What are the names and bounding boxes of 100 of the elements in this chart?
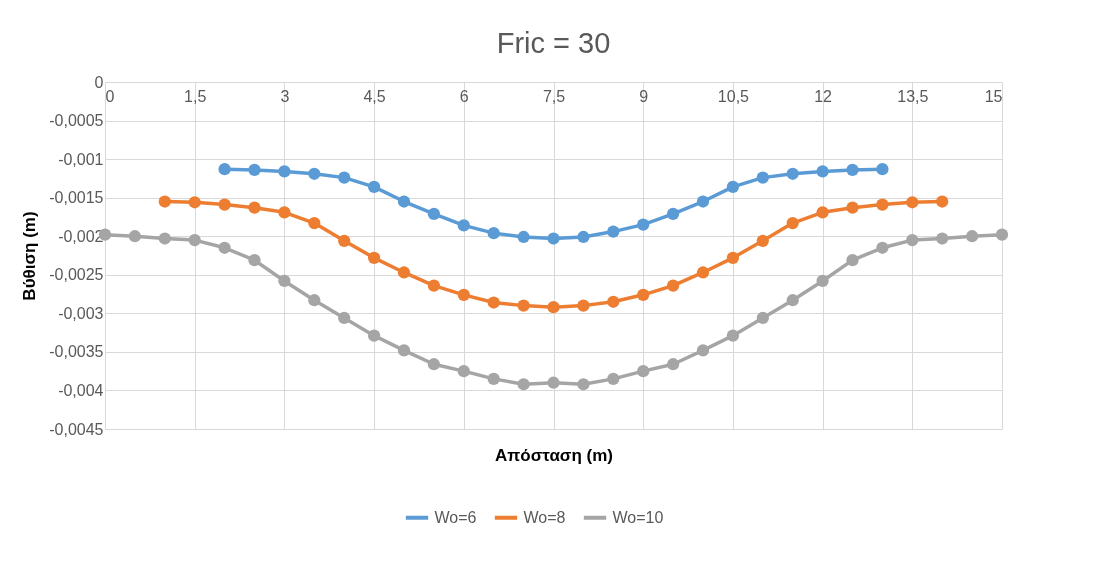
point <box>756 311 769 325</box>
point <box>397 266 411 279</box>
point <box>517 299 530 312</box>
point <box>846 201 859 214</box>
point <box>786 217 799 230</box>
y-tick-label: -0,0005 <box>49 112 104 130</box>
x-tick-label: 12 <box>814 87 833 105</box>
point <box>517 378 530 391</box>
point <box>965 230 979 243</box>
point <box>906 196 919 209</box>
point <box>427 279 441 292</box>
point <box>786 294 799 307</box>
x-tick-label: 3 <box>280 87 290 105</box>
point <box>218 241 231 254</box>
point <box>308 167 321 180</box>
point <box>427 207 441 220</box>
point <box>427 358 441 371</box>
point <box>158 195 171 208</box>
point <box>397 344 411 357</box>
point <box>218 163 231 176</box>
point <box>846 163 859 177</box>
y-tick-label: -0,003 <box>58 304 104 322</box>
point <box>666 279 680 292</box>
x-tick-label: 9 <box>639 87 649 105</box>
point <box>278 274 291 288</box>
point <box>876 163 889 176</box>
y-tick-label: -0,0025 <box>49 266 104 284</box>
point <box>577 378 590 391</box>
point <box>607 295 620 308</box>
x-tick-label: 7,5 <box>542 87 566 105</box>
point <box>936 232 949 245</box>
point <box>607 372 620 385</box>
x-tick-label: 6 <box>459 87 469 105</box>
point <box>457 288 470 301</box>
point <box>487 372 500 385</box>
point <box>726 180 740 193</box>
point <box>637 365 650 378</box>
point <box>816 165 829 178</box>
point <box>786 167 799 180</box>
legend-label: Wo=6 <box>434 508 477 526</box>
y-tick-label: -0,0015 <box>49 189 104 207</box>
legend-label: Wo=8 <box>523 508 566 526</box>
point <box>278 165 291 178</box>
point <box>637 218 650 231</box>
point <box>696 344 710 357</box>
point <box>936 195 949 208</box>
x-tick-label: 10,5 <box>717 87 750 105</box>
legend-label: Wo=10 <box>612 508 664 526</box>
y-tick-label: -0,0035 <box>49 343 104 361</box>
point <box>308 294 321 307</box>
point <box>547 232 560 245</box>
point <box>128 230 142 243</box>
point <box>158 232 171 245</box>
y-axis-title: Βύθιση (m) <box>20 211 40 301</box>
x-axis-title: Απόσταση (m) <box>494 445 614 465</box>
x-tick-label: 1,5 <box>184 87 207 105</box>
point <box>487 227 500 240</box>
point <box>696 195 710 208</box>
point <box>338 311 351 325</box>
point <box>577 299 590 312</box>
point <box>457 365 470 378</box>
x-tick-label: 13,5 <box>897 87 929 105</box>
point <box>816 274 829 288</box>
point <box>278 206 291 219</box>
point <box>308 217 321 230</box>
point <box>248 201 261 214</box>
chart-title: Fric = 30 <box>496 27 611 59</box>
point <box>846 254 859 267</box>
y-tick-label: -0,004 <box>58 381 104 399</box>
point <box>637 288 650 301</box>
point <box>816 206 829 219</box>
point <box>756 171 769 184</box>
point <box>995 228 1009 241</box>
point <box>577 230 590 244</box>
point <box>248 254 261 267</box>
point <box>218 198 231 211</box>
x-tick-label: 4,5 <box>363 87 386 105</box>
point <box>666 207 680 220</box>
y-tick-label: -0,0045 <box>49 420 104 438</box>
point <box>517 230 530 244</box>
point <box>367 251 381 264</box>
point <box>726 329 740 342</box>
point <box>696 266 710 279</box>
point <box>188 233 201 247</box>
point <box>756 234 769 247</box>
point <box>487 296 500 309</box>
point <box>547 301 560 314</box>
point <box>726 251 740 264</box>
point <box>876 241 889 254</box>
point <box>666 358 680 371</box>
y-tick-label: 0 <box>94 73 104 91</box>
point <box>367 180 381 193</box>
y-tick-label: -0,001 <box>58 150 104 168</box>
point <box>338 234 351 247</box>
point <box>457 219 470 232</box>
point <box>906 233 919 247</box>
point <box>367 329 381 342</box>
x-tick-label: 15 <box>984 87 1003 105</box>
point <box>876 198 889 211</box>
x-tick-label: 0 <box>105 87 115 105</box>
